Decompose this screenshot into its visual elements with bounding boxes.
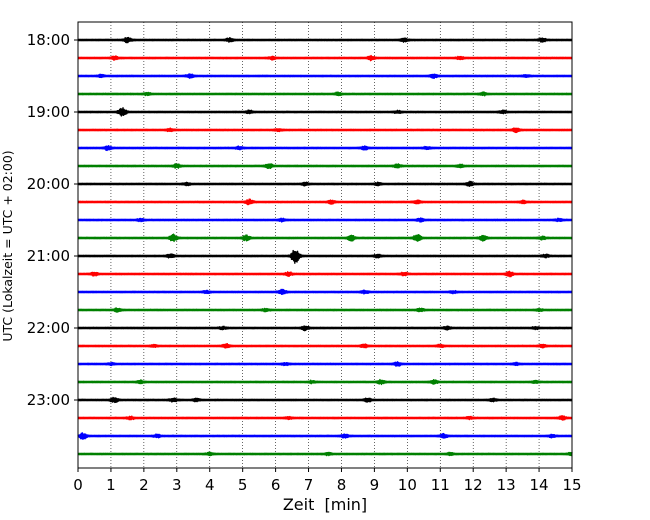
y-tick-label: 20:00: [27, 175, 70, 193]
y-tick-label: 23:00: [27, 391, 70, 409]
x-tick-label: 6: [271, 476, 281, 494]
seismogram-traces: [77, 36, 573, 457]
x-tick-label: 13: [497, 476, 516, 494]
x-axis-label: Zeit [min]: [283, 495, 367, 514]
x-tick-label: 8: [337, 476, 347, 494]
x-tick-label: 3: [172, 476, 182, 494]
y-tick-label: 22:00: [27, 319, 70, 337]
x-tick-label: 7: [304, 476, 314, 494]
x-tick-label: 10: [398, 476, 417, 494]
plot-frame: [77, 21, 573, 469]
y-tick-label: 18:00: [27, 31, 70, 49]
vertical-grid: [110, 22, 540, 468]
x-tick-label: 9: [370, 476, 380, 494]
x-tick-label: 1: [106, 476, 116, 494]
y-tick-label: 21:00: [27, 247, 70, 265]
x-tick-label: 11: [431, 476, 450, 494]
x-tick-label: 12: [464, 476, 483, 494]
y-axis-label: UTC (Lokalzeit = UTC + 02:00): [0, 150, 15, 341]
x-tick-label: 5: [238, 476, 248, 494]
x-tick-label: 0: [73, 476, 83, 494]
x-axis-ticks: 0 1 2 3 4 5 6 7 8 9 10 11 12 13 14 15: [73, 468, 582, 494]
x-tick-label: 4: [205, 476, 215, 494]
x-tick-label: 14: [530, 476, 549, 494]
plot-area: [78, 22, 572, 468]
x-tick-label: 2: [139, 476, 149, 494]
y-tick-label: 19:00: [27, 103, 70, 121]
y-axis-ticks: 18:00 19:00 20:00 21:00 22:00 23:00: [27, 31, 78, 409]
x-tick-label: 15: [562, 476, 581, 494]
